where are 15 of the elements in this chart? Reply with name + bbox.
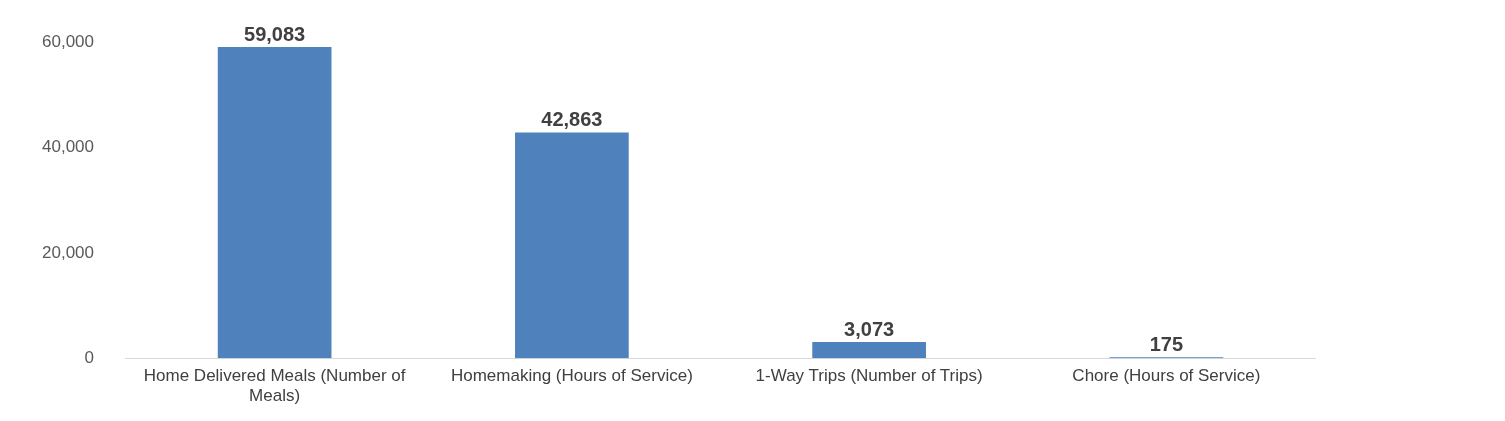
bar (217, 47, 332, 359)
bar (515, 132, 629, 359)
y-tick-label: 0 (84, 347, 94, 367)
x-tick-label: Chore (Hours of Service) (1072, 366, 1261, 386)
data-label: 42,863 (541, 107, 603, 130)
bar (812, 342, 926, 359)
x-tick-label: Home Delivered Meals (Number of Meals) (143, 366, 406, 406)
x-tick-label: 1-Way Trips (Number of Trips) (755, 366, 983, 386)
y-tick-label: 20,000 (42, 242, 94, 262)
x-tick-label: Homemaking (Hours of Service) (450, 366, 693, 386)
data-label: 59,083 (244, 22, 306, 45)
data-label: 3,073 (844, 317, 895, 340)
y-tick-label: 60,000 (42, 31, 94, 51)
data-label: 175 (1149, 332, 1184, 355)
y-tick-label: 40,000 (42, 137, 94, 157)
